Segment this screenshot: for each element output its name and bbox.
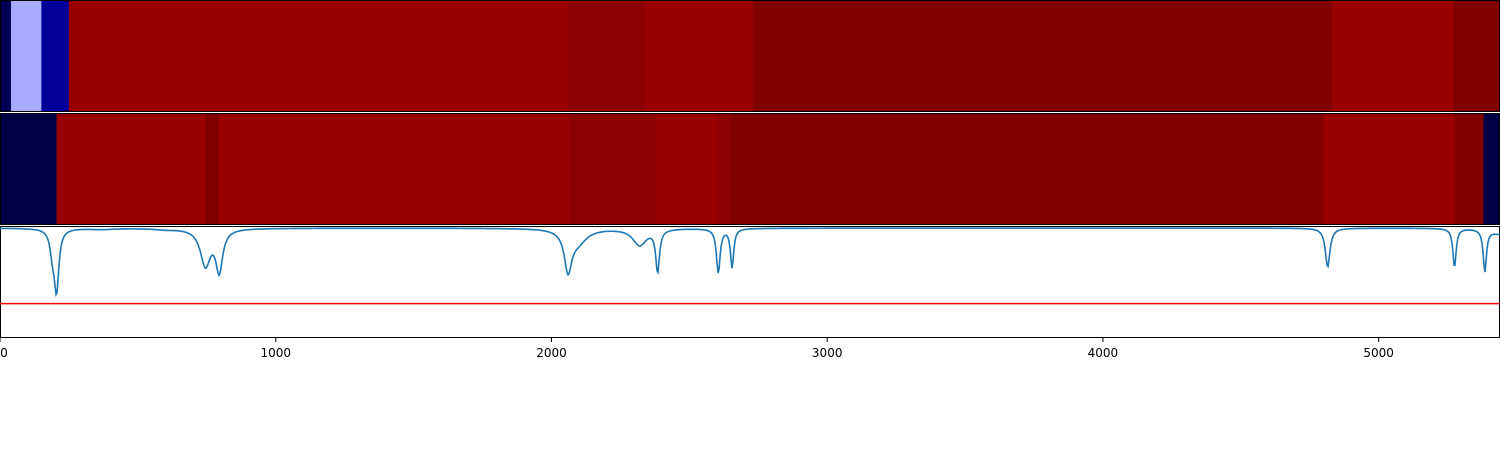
band-1-segment-0 <box>0 1 12 112</box>
heatmap-band-2 <box>0 114 1500 225</box>
band-2-segment-3 <box>219 114 570 225</box>
band-2-segment-9 <box>1454 114 1485 225</box>
x-tick-label-5: 5000 <box>1363 346 1394 360</box>
line-panel-frame <box>0 226 1500 338</box>
band-2-segment-8 <box>1323 114 1456 225</box>
x-tick-label-2: 2000 <box>536 346 567 360</box>
band-2-segment-4 <box>569 114 657 225</box>
band-1-segment-7 <box>1331 1 1454 112</box>
band-2-segment-7 <box>730 114 1325 225</box>
band-1-segment-5 <box>645 1 754 112</box>
x-tick-label-4: 4000 <box>1088 346 1119 360</box>
heatmap-band-1 <box>0 1 1500 112</box>
band-2-segment-1 <box>56 114 207 225</box>
x-tick-label-1: 1000 <box>260 346 291 360</box>
band-1-segment-8 <box>1453 1 1500 112</box>
series-line <box>0 227 1500 298</box>
line-panel <box>0 226 1500 338</box>
band-1-segment-6 <box>752 1 1333 112</box>
band-2-segment-0 <box>0 114 58 225</box>
x-axis: 0 1000 2000 3000 4000 5000 <box>0 338 1394 360</box>
band-1-segment-2 <box>41 1 70 112</box>
band-1-segment-4 <box>568 1 646 112</box>
band-1-segment-1 <box>11 1 42 112</box>
band-2-segment-2 <box>205 114 220 225</box>
band-1-segment-3 <box>68 1 569 112</box>
band-2-segment-10 <box>1483 114 1500 225</box>
band-2-segment-6 <box>716 114 732 225</box>
band-2-segment-5 <box>656 114 718 225</box>
x-tick-label-0: 0 <box>0 346 8 360</box>
x-tick-label-3: 3000 <box>812 346 843 360</box>
